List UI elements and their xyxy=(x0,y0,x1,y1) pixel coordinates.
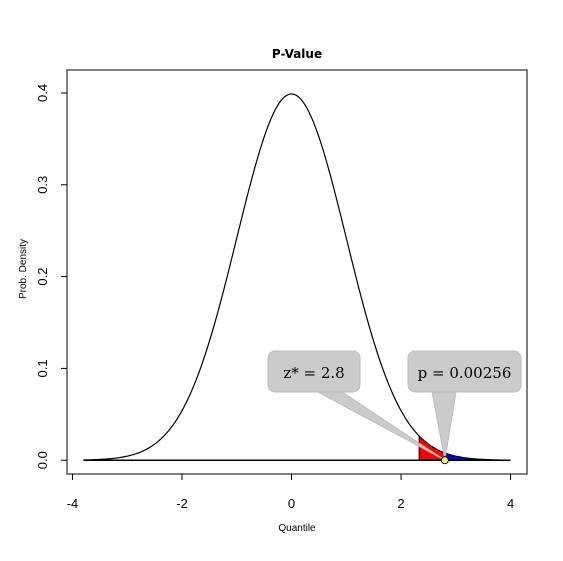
x-tick-label: 2 xyxy=(397,496,404,511)
callout-text: p = 0.00256 xyxy=(418,364,512,382)
shaded-region xyxy=(444,452,500,461)
x-tick-label: 0 xyxy=(288,496,295,511)
plot-frame xyxy=(66,69,528,475)
z-star-marker xyxy=(440,456,449,465)
x-tick-label: 4 xyxy=(507,496,514,511)
callout-text: z* = 2.8 xyxy=(283,364,344,382)
x-tick-label: -4 xyxy=(67,496,79,511)
callout-box xyxy=(407,350,522,393)
y-axis-label: Prob. Density xyxy=(18,239,29,299)
callout-box xyxy=(267,350,361,393)
y-tick-label: 0.1 xyxy=(35,359,50,377)
y-tick-label: 0.3 xyxy=(35,176,50,194)
y-tick-label: 0.0 xyxy=(35,451,50,469)
x-axis-label: Quantile xyxy=(278,523,316,534)
callout-pointer xyxy=(317,391,446,461)
y-tick-label: 0.4 xyxy=(35,84,50,102)
y-tick-label: 0.2 xyxy=(35,268,50,286)
x-tick-label: -2 xyxy=(176,496,188,511)
density-curve xyxy=(83,93,500,461)
chart-title: P-Value xyxy=(272,47,322,61)
